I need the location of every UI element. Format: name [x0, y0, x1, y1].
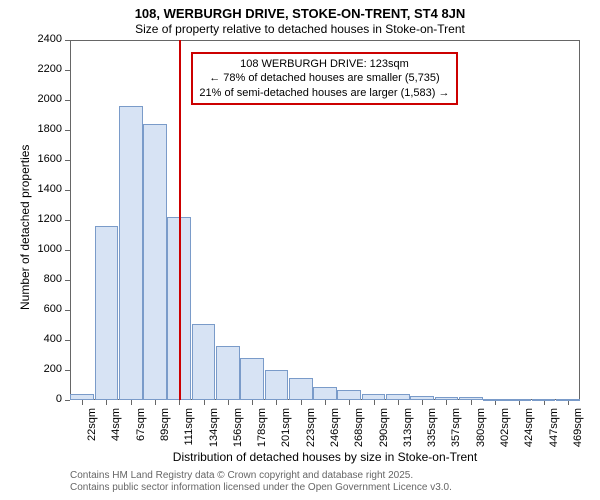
x-tick-label: 268sqm [353, 408, 365, 448]
chart-title: 108, WERBURGH DRIVE, STOKE-ON-TRENT, ST4… [0, 6, 600, 21]
bar [483, 399, 507, 401]
x-tick-label: 44sqm [110, 408, 122, 448]
footer-line-2: Contains public sector information licen… [70, 482, 452, 493]
x-tick-mark [82, 400, 83, 405]
bar [70, 394, 94, 400]
y-tick-label: 2200 [22, 63, 62, 75]
bar [337, 390, 361, 400]
x-tick-mark [446, 400, 447, 405]
x-tick-label: 156sqm [232, 408, 244, 448]
bar [435, 397, 459, 400]
y-tick-mark [65, 190, 70, 191]
bar [192, 324, 216, 401]
x-axis-label: Distribution of detached houses by size … [70, 450, 580, 464]
x-tick-mark [495, 400, 496, 405]
bar [289, 378, 313, 401]
x-tick-mark [519, 400, 520, 405]
y-tick-mark [65, 400, 70, 401]
x-tick-mark [155, 400, 156, 405]
x-tick-mark [179, 400, 180, 405]
x-tick-label: 67sqm [135, 408, 147, 448]
y-tick-label: 0 [22, 393, 62, 405]
chart-subtitle: Size of property relative to detached ho… [0, 22, 600, 36]
x-tick-label: 89sqm [159, 408, 171, 448]
y-tick-mark [65, 310, 70, 311]
x-tick-label: 335sqm [426, 408, 438, 448]
annotation-line: 108 WERBURGH DRIVE: 123sqm [199, 57, 449, 71]
bar [410, 396, 434, 400]
bar [386, 394, 410, 400]
y-tick-mark [65, 130, 70, 131]
x-tick-label: 22sqm [86, 408, 98, 448]
y-tick-label: 2400 [22, 33, 62, 45]
x-tick-mark [349, 400, 350, 405]
x-tick-label: 447sqm [548, 408, 560, 448]
y-tick-label: 400 [22, 333, 62, 345]
x-tick-label: 424sqm [523, 408, 535, 448]
x-tick-label: 201sqm [280, 408, 292, 448]
y-tick-label: 200 [22, 363, 62, 375]
bar [216, 346, 240, 400]
x-tick-mark [422, 400, 423, 405]
bar [459, 397, 483, 400]
y-tick-label: 1800 [22, 123, 62, 135]
bar [313, 387, 337, 401]
x-tick-mark [276, 400, 277, 405]
bar [556, 399, 580, 401]
y-tick-label: 1600 [22, 153, 62, 165]
annotation-line: 21% of semi-detached houses are larger (… [199, 86, 449, 100]
annotation-box: 108 WERBURGH DRIVE: 123sqm← 78% of detac… [191, 52, 457, 105]
x-tick-mark [301, 400, 302, 405]
bar [265, 370, 289, 400]
chart-container: 108, WERBURGH DRIVE, STOKE-ON-TRENT, ST4… [0, 0, 600, 500]
x-tick-label: 134sqm [208, 408, 220, 448]
x-tick-label: 111sqm [183, 408, 195, 448]
bar [119, 106, 143, 400]
y-tick-mark [65, 100, 70, 101]
y-tick-label: 2000 [22, 93, 62, 105]
x-tick-mark [471, 400, 472, 405]
x-tick-label: 380sqm [475, 408, 487, 448]
bar [507, 399, 531, 401]
annotation-line: ← 78% of detached houses are smaller (5,… [199, 71, 449, 85]
bar [95, 226, 119, 400]
bar [532, 399, 556, 401]
x-tick-mark [398, 400, 399, 405]
y-tick-mark [65, 340, 70, 341]
bar [362, 394, 386, 400]
y-tick-mark [65, 40, 70, 41]
x-tick-mark [228, 400, 229, 405]
x-tick-mark [252, 400, 253, 405]
y-tick-label: 600 [22, 303, 62, 315]
x-tick-label: 402sqm [499, 408, 511, 448]
bar [240, 358, 264, 400]
x-tick-label: 313sqm [402, 408, 414, 448]
x-tick-label: 290sqm [378, 408, 390, 448]
x-tick-label: 178sqm [256, 408, 268, 448]
y-tick-label: 1000 [22, 243, 62, 255]
footer-line-1: Contains HM Land Registry data © Crown c… [70, 470, 413, 481]
x-tick-mark [131, 400, 132, 405]
y-tick-label: 1400 [22, 183, 62, 195]
x-tick-mark [325, 400, 326, 405]
x-tick-label: 357sqm [450, 408, 462, 448]
reference-line [179, 40, 181, 400]
y-tick-mark [65, 220, 70, 221]
x-tick-mark [374, 400, 375, 405]
y-tick-mark [65, 160, 70, 161]
x-tick-label: 223sqm [305, 408, 317, 448]
y-tick-label: 1200 [22, 213, 62, 225]
y-tick-mark [65, 70, 70, 71]
x-tick-label: 246sqm [329, 408, 341, 448]
y-tick-label: 800 [22, 273, 62, 285]
y-axis-label: Number of detached properties [18, 145, 32, 310]
x-tick-mark [106, 400, 107, 405]
x-tick-mark [204, 400, 205, 405]
y-tick-mark [65, 370, 70, 371]
bar [143, 124, 167, 400]
x-tick-label: 469sqm [572, 408, 584, 448]
y-tick-mark [65, 250, 70, 251]
y-tick-mark [65, 280, 70, 281]
